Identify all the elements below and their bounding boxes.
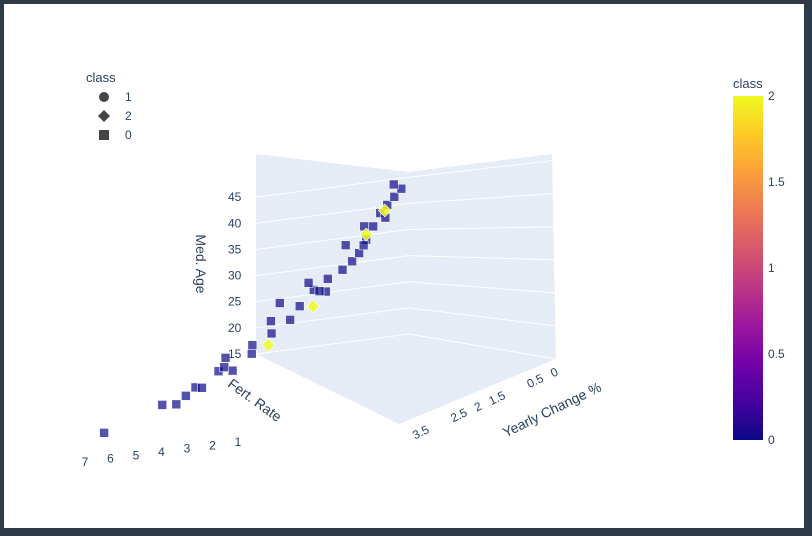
data-point [197,383,207,393]
x-axis-ticks: 00.5 1.522.5 3.5 [410,365,560,443]
colorbar-title: class [733,76,763,91]
x-tick-label: 1.5 [486,388,507,408]
data-point [389,192,400,202]
scene-floor [256,334,556,424]
data-point [337,264,348,275]
grid-line [255,228,410,250]
colorbar-tick-label: 1 [768,261,775,275]
y-tick-label: 4 [158,445,165,459]
data-point [388,179,399,190]
back-wall-left [256,154,409,354]
y-tick-label: 3 [184,442,191,456]
data-point [368,221,379,232]
x-tick-label: 2.5 [448,405,469,425]
data-point [377,203,392,218]
legend-item-label[interactable]: 1 [125,90,132,104]
y-tick-label: 1 [235,435,242,449]
y-tick-label: 5 [133,448,140,462]
grid-line [255,176,410,198]
y-tick-label: 7 [82,455,89,469]
y-tick-label: 2 [209,438,216,452]
y-axis-title: Fert. Rate [225,375,285,425]
data-point [171,399,182,410]
grid-line [408,193,553,204]
data-point [275,298,285,308]
data-point [340,240,351,250]
circle-icon [99,92,109,102]
z-tick-label: 30 [228,269,242,283]
data-point [358,240,369,251]
grid-line [408,307,556,327]
legend-item-label[interactable]: 0 [125,128,132,142]
z-tick-label: 20 [228,321,242,335]
data-point [99,428,109,438]
z-tick-label: 15 [228,347,242,361]
grid-line [255,255,410,277]
grid-line [408,255,555,261]
data-point [266,328,277,339]
grid-line [255,307,410,329]
data-point [261,338,276,352]
grid-line [408,281,555,294]
y-axis-ticks: 1 2 3 4 5 6 7 [82,435,242,469]
grid-line [408,226,554,230]
z-tick-label: 35 [228,242,242,256]
legend-title: class [86,70,116,85]
back-wall-right [409,154,556,359]
data-point [219,362,230,373]
data-point [157,400,168,410]
data-point [266,316,276,326]
x-tick-label: 0.5 [525,371,546,391]
grid-line [408,160,553,178]
data-point [303,278,314,288]
data-point [306,299,320,314]
x-axis-title: Yearly Change % [500,379,604,441]
data-point [359,227,374,242]
data-point [285,315,295,325]
data-point [323,274,333,284]
square-icon [99,130,109,140]
colorbar-tick-label: 0.5 [768,347,785,361]
colorbar-gradient [733,96,763,440]
legend-item-label[interactable]: 2 [125,109,132,123]
diamond-icon [98,110,110,122]
data-point [314,286,325,296]
data-point [220,353,231,363]
x-tick-label: 0 [548,365,560,381]
data-point [227,365,238,376]
z-axis-ticks: 15 20 25 30 35 40 45 [228,190,242,361]
colorbar-tick-label: 2 [768,89,775,103]
z-tick-label: 40 [228,216,242,230]
data-point [246,348,257,359]
data-point [294,301,305,311]
x-tick-label: 3.5 [410,422,431,442]
colorbar: class 2 1.5 1 0.5 0 [733,76,785,447]
y-tick-label: 6 [107,452,114,466]
data-points [99,179,407,438]
colorbar-tick-label: 1.5 [768,175,785,189]
z-tick-label: 45 [228,190,242,204]
grid-line [408,333,557,360]
grid-line [255,333,410,355]
data-point [181,391,191,401]
data-point [247,340,258,350]
data-point [347,256,357,267]
legend[interactable]: class 1 2 0 [86,70,132,142]
x-tick-label: 2 [472,399,484,415]
colorbar-tick-label: 0 [768,433,775,447]
z-axis-title: Med. Age [193,234,209,293]
z-tick-label: 25 [228,295,242,309]
